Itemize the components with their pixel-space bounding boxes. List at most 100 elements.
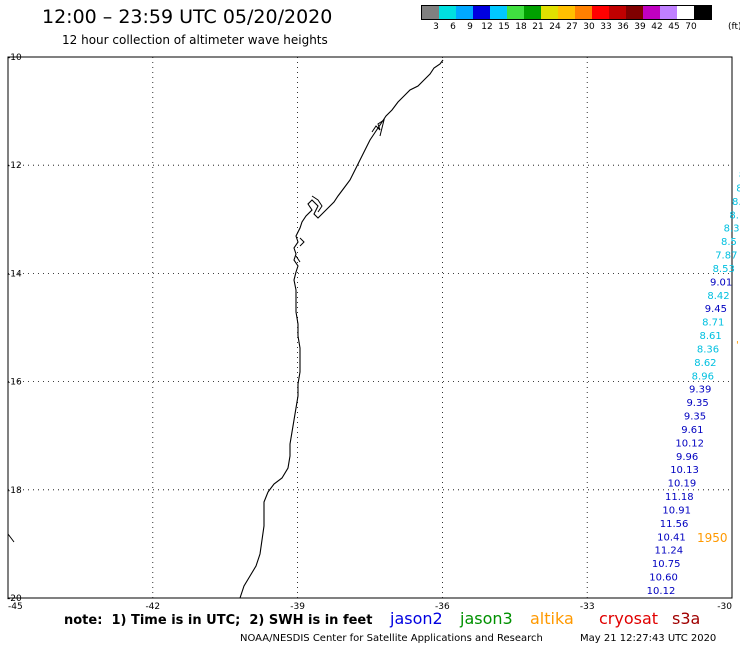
legend-swatch (541, 6, 558, 19)
legend-swatch (422, 6, 439, 19)
legend-color-bar (421, 5, 712, 20)
wave-height-label: 8. (732, 197, 740, 208)
wave-height-label: 9.61 (681, 425, 703, 436)
clipped-mark: ' (736, 340, 739, 351)
wave-height-label: 8.62 (694, 358, 716, 369)
legend-swatch (609, 6, 626, 19)
legend-label: 70 (685, 22, 697, 32)
wave-height-label: 11.24 (655, 546, 684, 557)
legend-swatch (694, 6, 711, 19)
latitude-label: -18 (7, 486, 22, 496)
wave-height-label: 9.39 (689, 385, 711, 396)
small-island (7, 533, 15, 543)
legend-swatch (677, 6, 694, 19)
map-frame (7, 56, 733, 599)
longitude-label: -39 (290, 602, 305, 612)
legend-swatch (439, 6, 456, 19)
legend-label: 30 (583, 22, 595, 32)
footer-timestamp: May 21 12:27:43 UTC 2020 (580, 633, 717, 644)
legend-label: 12 (481, 22, 493, 32)
wave-height-label: 8.3 (724, 224, 740, 235)
legend-swatch (558, 6, 575, 19)
wave-height-label: 9.96 (676, 452, 698, 463)
legend-swatch (660, 6, 677, 19)
wave-height-label: 9.01 (710, 277, 732, 288)
wave-height-label: 8. (729, 210, 739, 221)
wave-height-label: 10.13 (670, 465, 699, 476)
longitude-label: -33 (580, 602, 595, 612)
coastline (239, 59, 444, 599)
wave-height-label: 8.36 (697, 344, 719, 355)
note-text: note: 1) Time is in UTC; 2) SWH is in fe… (64, 613, 373, 628)
legend-label: 6 (450, 22, 456, 32)
latitude-label: -14 (7, 269, 22, 279)
legend-swatch (507, 6, 524, 19)
latitude-label: -10 (7, 53, 22, 63)
legend-label: 39 (634, 22, 646, 32)
wave-height-label: 10.19 (668, 479, 697, 490)
legend-label: 33 (600, 22, 612, 32)
satellite-altika: altika (530, 609, 574, 628)
wave-height-label: 10.91 (662, 505, 691, 516)
wave-height-label: 8 (739, 170, 740, 181)
wave-height-label: 9.35 (686, 398, 708, 409)
latitude-label: -12 (7, 161, 22, 171)
legend-label: 9 (467, 22, 473, 32)
legend-label: 24 (549, 22, 561, 32)
wave-height-label: 8 (736, 183, 740, 194)
legend-swatch (456, 6, 473, 19)
satellite-jason2: jason2 (390, 609, 443, 628)
satellite-s3a: s3a (672, 609, 701, 628)
legend-swatch (490, 6, 507, 19)
legend-unit: (ft) (728, 22, 740, 32)
satellite-cryosat: cryosat (599, 609, 659, 628)
map-title: 12:00 – 23:59 UTC 05/20/2020 (42, 6, 333, 28)
footer-credit: NOAA/NESDIS Center for Satellite Applica… (240, 633, 543, 644)
legend-swatch (524, 6, 541, 19)
legend-label: 45 (668, 22, 680, 32)
wave-height-label: 10.12 (647, 586, 676, 597)
legend-swatch (575, 6, 592, 19)
pass-time-label: 1950 (697, 531, 728, 545)
wave-height-label: 8.96 (692, 371, 714, 382)
legend-label: 18 (515, 22, 527, 32)
wave-height-label: 10.41 (657, 532, 686, 543)
wave-height-label: 11.18 (665, 492, 694, 503)
longitude-label: -45 (8, 602, 23, 612)
longitude-label: -30 (717, 602, 732, 612)
wave-height-label: 10.12 (675, 438, 704, 449)
legend-swatch (592, 6, 609, 19)
legend-swatch (643, 6, 660, 19)
legend-label: 36 (617, 22, 629, 32)
wave-height-label: 8.71 (702, 318, 724, 329)
legend-label: 3 (433, 22, 439, 32)
latitude-label: -20 (7, 594, 22, 604)
legend-swatch (626, 6, 643, 19)
wave-height-label: 8.61 (700, 331, 722, 342)
map-subtitle: 12 hour collection of altimeter wave hei… (62, 33, 328, 47)
latitude-label: -16 (7, 378, 22, 388)
legend-label: 15 (498, 22, 510, 32)
wave-height-label: 11.56 (660, 519, 689, 530)
wave-height-label: 10.60 (649, 573, 678, 584)
wave-height-label: 10.75 (652, 559, 681, 570)
wave-height-label: 8.53 (713, 264, 735, 275)
wave-height-label: 7.87 (715, 251, 737, 262)
wave-height-label: 8.42 (707, 291, 729, 302)
wave-height-labels: 8 8 8. 8. 8.3 8.5 7.87 8.53 9.01 8.42 9.45 8.71 8.61… (647, 170, 740, 597)
longitude-label: -36 (435, 602, 450, 612)
wave-height-label: 9.45 (705, 304, 727, 315)
legend-label: 42 (651, 22, 663, 32)
longitude-labels: -45 -42 -39 -36 -33 -30 (8, 602, 732, 612)
legend-label: 21 (532, 22, 544, 32)
latitude-labels: -10 -12 -14 -16 -18 -20 (7, 53, 22, 604)
wave-height-label: 8.5 (721, 237, 737, 248)
longitude-label: -42 (145, 602, 160, 612)
legend-label: 27 (566, 22, 578, 32)
satellite-jason3: jason3 (460, 609, 513, 628)
coastline-detail (295, 118, 385, 263)
wave-height-label: 9.35 (684, 412, 706, 423)
